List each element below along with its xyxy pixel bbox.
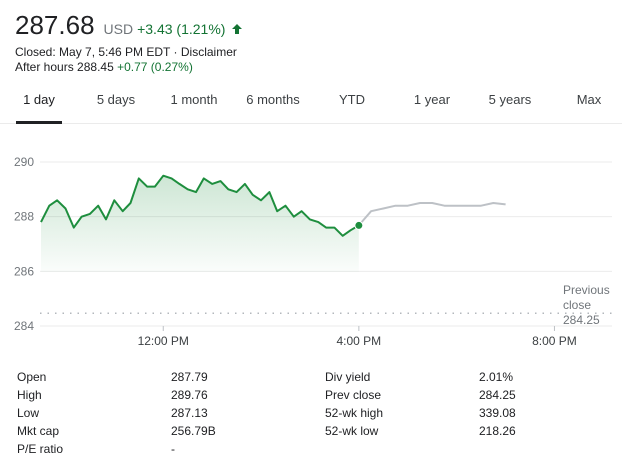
stat-value: 218.26: [479, 424, 516, 438]
tab-1-day[interactable]: 1 day: [16, 78, 62, 124]
y-tick-label: 290: [14, 155, 34, 169]
tab-5-days[interactable]: 5 days: [96, 92, 136, 107]
previous-close-label: close: [563, 298, 591, 312]
stat-value: 284.25: [479, 388, 516, 402]
price-change: +3.43 (1.21%): [137, 21, 226, 37]
last-price-dot: [354, 220, 364, 230]
price-chart[interactable]: 290 288 286 284 12:00 PM 4:00 PM 8:00 PM…: [0, 140, 622, 360]
after-hours-line: After hours 288.45 +0.77 (0.27%): [15, 60, 243, 75]
x-tick-label: 8:00 PM: [532, 334, 577, 348]
stat-value: 287.13: [171, 406, 208, 420]
regular-session-area: [41, 175, 359, 272]
stat-value: -: [171, 442, 175, 456]
stat-label: P/E ratio: [17, 442, 64, 456]
current-price: 287.68: [15, 10, 95, 40]
after-hours-change: +0.77 (0.27%): [117, 60, 193, 74]
after-hours-price: 288.45: [77, 60, 114, 74]
stat-label: High: [17, 388, 42, 402]
stat-value: 256.79B: [171, 424, 216, 438]
y-tick-label: 286: [14, 264, 34, 278]
range-tabs: 1 day 5 days 1 month 6 months YTD 1 year…: [0, 78, 622, 124]
price-row: 287.68 USD +3.43 (1.21%): [15, 10, 243, 41]
closed-time: Closed: May 7, 5:46 PM EDT: [15, 45, 171, 59]
currency-code: USD: [103, 21, 134, 37]
y-tick-label: 288: [14, 210, 34, 224]
quote-header: 287.68 USD +3.43 (1.21%) Closed: May 7, …: [15, 10, 243, 75]
meta-separator: ·: [173, 45, 178, 59]
stat-label: Open: [17, 370, 47, 384]
stat-label: Mkt cap: [17, 424, 60, 438]
stat-label: Low: [17, 406, 40, 420]
tab-5-years[interactable]: 5 years: [488, 92, 532, 107]
x-tick-label: 4:00 PM: [336, 334, 381, 348]
previous-close-label: Previous: [563, 283, 610, 297]
stat-label: 52-wk low: [325, 424, 379, 438]
stat-label: 52-wk high: [325, 406, 384, 420]
regular-session-line: [40, 174, 360, 237]
tab-ytd[interactable]: YTD: [339, 92, 365, 107]
previous-close-value: 284.25: [563, 313, 600, 327]
tab-6-months[interactable]: 6 months: [246, 92, 300, 107]
after-hours-label: After hours: [15, 60, 74, 74]
x-tick-label: 12:00 PM: [138, 334, 189, 348]
stat-value: 287.79: [171, 370, 208, 384]
tab-max[interactable]: Max: [576, 92, 602, 107]
stat-label: Prev close: [325, 388, 382, 402]
stat-value: 289.76: [171, 388, 208, 402]
arrow-up-icon: [231, 22, 243, 34]
tab-1-year[interactable]: 1 year: [413, 92, 451, 107]
stat-label: Div yield: [325, 370, 371, 384]
stat-value: 2.01%: [479, 370, 514, 384]
tab-1-month[interactable]: 1 month: [170, 92, 218, 107]
y-tick-label: 284: [14, 319, 34, 333]
closed-line: Closed: May 7, 5:46 PM EDT · Disclaimer: [15, 45, 243, 60]
after-hours-line: [358, 202, 506, 227]
stat-value: 339.08: [479, 406, 516, 420]
disclaimer-link[interactable]: Disclaimer: [180, 45, 237, 59]
